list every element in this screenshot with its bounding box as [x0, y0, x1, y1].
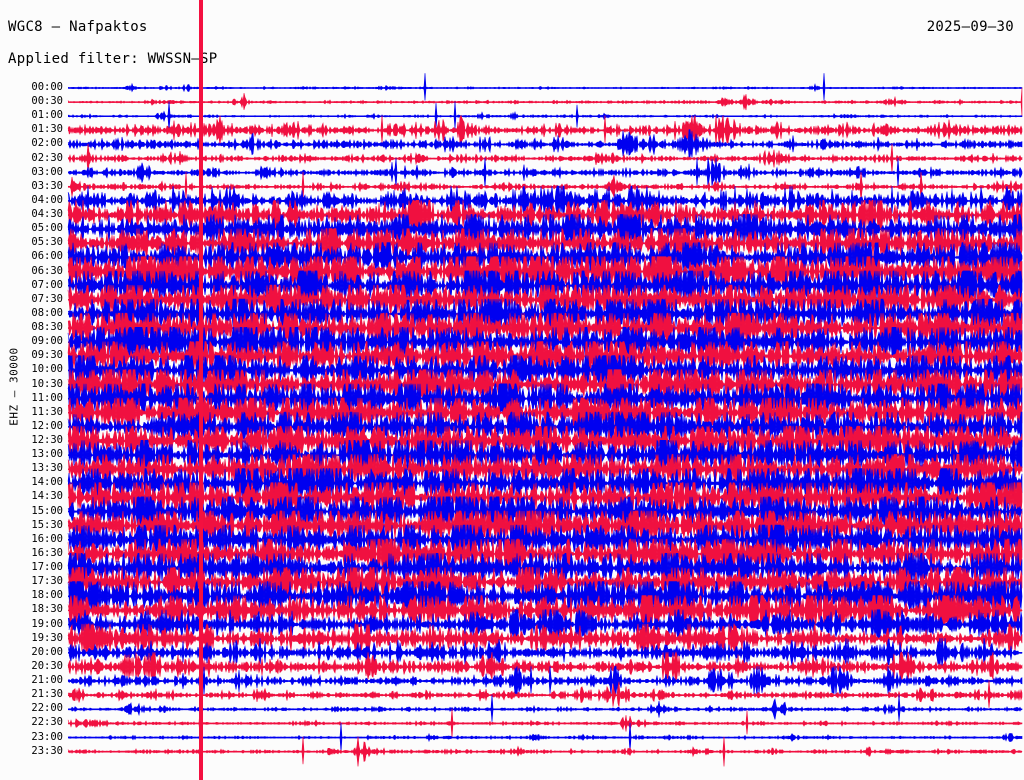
time-tick-label: 05:00: [31, 222, 63, 235]
time-tick-label: 22:00: [31, 702, 63, 715]
seismic-trace: [67, 680, 1023, 708]
time-tick-label: 20:30: [31, 659, 63, 672]
time-tick-label: 10:00: [31, 363, 63, 376]
time-tick-label: 04:00: [31, 193, 63, 206]
record-date: 2025–09–30: [926, 19, 1014, 35]
time-tick-label: 04:30: [31, 208, 63, 221]
time-tick-label: 14:30: [31, 490, 63, 503]
time-tick-label: 15:30: [31, 518, 63, 531]
time-tick-label: 06:30: [31, 264, 63, 277]
time-tick-label: 11:30: [31, 405, 63, 418]
time-tick-label: 16:00: [31, 532, 63, 545]
time-tick-label: 05:30: [31, 236, 63, 249]
time-axis: 00:00 00:30 01:00 01:30 02:00 02:30 03:00 03:30…: [0, 0, 68, 780]
time-tick-label: 21:00: [31, 674, 63, 687]
time-tick-label: 18:30: [31, 603, 63, 616]
time-tick-label: 20:00: [31, 645, 63, 658]
time-tick-label: 21:30: [31, 688, 63, 701]
current-time-marker: [199, 0, 203, 780]
time-tick-label: 15:00: [31, 504, 63, 517]
time-tick-label: 08:00: [31, 306, 63, 319]
time-tick-label: 08:30: [31, 321, 63, 334]
time-tick-label: 18:00: [31, 589, 63, 602]
time-tick-label: 07:30: [31, 292, 63, 305]
time-tick-label: 16:30: [31, 546, 63, 559]
time-tick-label: 13:30: [31, 462, 63, 475]
time-tick-label: 19:30: [31, 631, 63, 644]
time-tick-label: 13:00: [31, 448, 63, 461]
seismic-trace: [67, 694, 1023, 722]
time-tick-label: 23:30: [31, 744, 63, 757]
time-tick-label: 02:00: [31, 137, 63, 150]
time-tick-label: 12:00: [31, 419, 63, 432]
time-tick-label: 02:30: [31, 151, 63, 164]
time-tick-label: 01:00: [31, 109, 63, 122]
time-tick-label: 22:30: [31, 716, 63, 729]
time-tick-label: 09:30: [31, 349, 63, 362]
applied-filter-label: Applied filter: WWSSN–SP: [8, 51, 218, 67]
station-title: WGC8 – Nafpaktos: [8, 19, 148, 35]
time-tick-label: 01:30: [31, 123, 63, 136]
time-tick-label: 06:00: [31, 250, 63, 263]
time-tick-label: 23:00: [31, 730, 63, 743]
seismic-trace: [67, 73, 1023, 101]
time-tick-label: 03:00: [31, 165, 63, 178]
time-tick-label: 10:30: [31, 377, 63, 390]
time-tick-label: 03:30: [31, 179, 63, 192]
time-tick-label: 09:00: [31, 335, 63, 348]
time-tick-label: 00:00: [31, 81, 63, 93]
time-tick-label: 12:30: [31, 434, 63, 446]
time-tick-label: 17:00: [31, 561, 63, 574]
time-tick-label: 14:00: [31, 476, 63, 489]
time-tick-label: 11:00: [31, 391, 63, 404]
time-tick-label: 07:00: [31, 278, 63, 291]
time-tick-label: 00:30: [31, 95, 63, 108]
time-tick-label: 19:00: [31, 617, 63, 630]
time-tick-label: 17:30: [31, 575, 63, 588]
